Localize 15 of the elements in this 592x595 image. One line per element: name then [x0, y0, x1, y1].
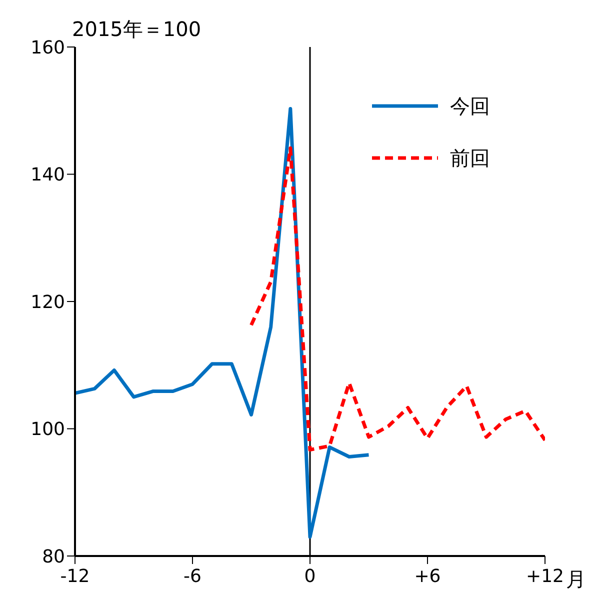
x-tick-label: 0	[304, 566, 316, 587]
x-tick-label: +12	[526, 566, 564, 587]
legend-label: 今回	[450, 92, 490, 120]
x-tick-label: -6	[184, 566, 202, 587]
line-series	[250, 146, 545, 452]
x-tick-label: -12	[60, 566, 90, 587]
legend-label: 前回	[450, 144, 490, 172]
y-tick-label: 160	[30, 37, 65, 58]
y-tick-label: 100	[30, 419, 65, 440]
y-tick-label: 80	[42, 546, 65, 568]
x-tick-label: +6	[414, 566, 441, 587]
y-axis-title: 2015年＝100	[72, 16, 202, 43]
x-axis-title: 月	[566, 566, 586, 593]
y-tick-label: 120	[30, 292, 65, 313]
y-tick-label: 140	[30, 164, 65, 186]
